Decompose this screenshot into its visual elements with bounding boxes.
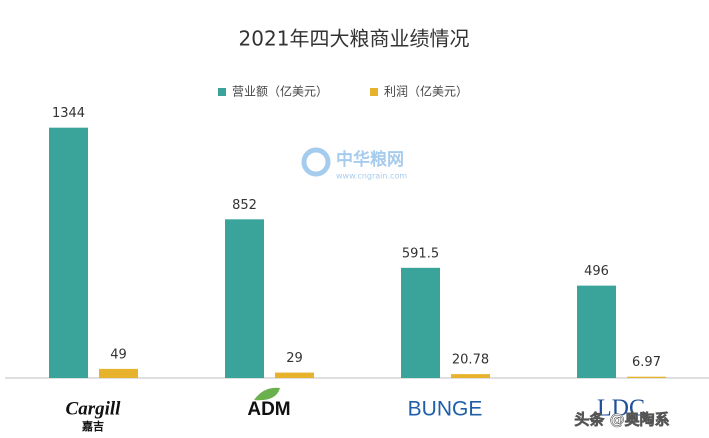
plot-area: 1344 49 852 29 591.5 20.78 496 6.97: [49, 106, 666, 379]
bar: [627, 376, 666, 378]
category-label: LDC: [597, 396, 645, 422]
bar: [451, 374, 490, 378]
legend-swatch: [370, 88, 378, 96]
data-label: 20.78: [452, 353, 489, 368]
adm-leaf: [254, 387, 280, 401]
data-label: 496: [584, 264, 609, 279]
legend-swatch: [218, 88, 226, 96]
bar: [275, 372, 314, 378]
data-label: 6.97: [632, 355, 661, 370]
bar: [577, 285, 616, 378]
watermark-logo: 中华粮网 www.cngrain.com: [301, 147, 407, 181]
watermark-url: www.cngrain.com: [336, 172, 407, 181]
legend-label: 利润（亿美元）: [384, 84, 468, 99]
legend-label: 营业额（亿美元）: [232, 84, 328, 99]
category-sublabel: 嘉吉: [81, 419, 104, 433]
watermark-text: 中华粮网: [336, 149, 404, 170]
data-label: 591.5: [402, 246, 439, 261]
data-label: 49: [110, 347, 127, 362]
data-label: 29: [286, 351, 303, 366]
chart-title: 2021年四大粮商业绩情况: [239, 27, 470, 51]
data-label: 1344: [52, 106, 85, 121]
bar: [99, 368, 138, 378]
category-label: BUNGE: [408, 398, 483, 421]
data-label: 852: [232, 198, 257, 213]
bar: [401, 267, 440, 378]
legend: 营业额（亿美元） 利润（亿美元）: [218, 84, 468, 99]
bar: [225, 219, 264, 378]
watermark-corner: 头条 @奥陶系: [574, 411, 669, 429]
watermark-icon: [301, 147, 331, 177]
category-label: Cargill: [66, 398, 122, 419]
category-label: ADM: [247, 399, 290, 420]
bar: [49, 127, 88, 379]
